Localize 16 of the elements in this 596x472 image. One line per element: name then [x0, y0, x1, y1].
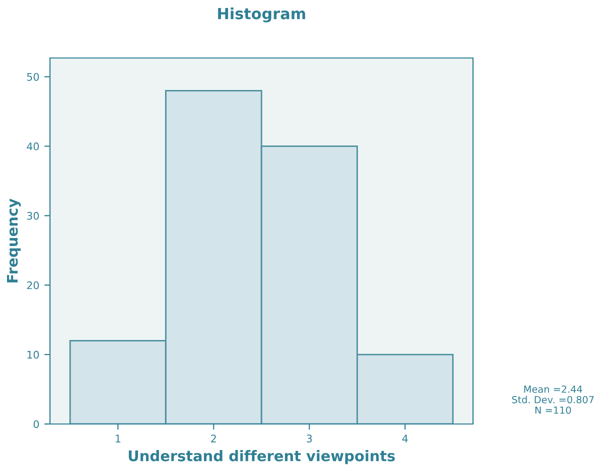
y-axis-title: Frequency [6, 198, 21, 282]
chart-title: Histogram [218, 8, 306, 22]
y-tick-label: 50 [27, 72, 39, 81]
x-tick-label: 1 [116, 434, 120, 442]
text: Mean =2.44 [524, 385, 582, 393]
x-tick-label: 4 [402, 434, 408, 442]
y-tick-label: 10 [27, 350, 39, 359]
text: N =110 [535, 406, 571, 414]
y-tick-label: 20 [27, 281, 39, 290]
x-tick-label: 3 [306, 434, 312, 442]
x-tick-label: 2 [211, 434, 216, 442]
text: Std. Dev. =0.807 [512, 396, 594, 404]
y-tick-label: 0 [34, 420, 39, 428]
y-tick-label: 30 [27, 212, 39, 220]
x-axis-title: Understand different viewpoints [128, 450, 395, 464]
y-tick-label: 40 [26, 142, 39, 150]
